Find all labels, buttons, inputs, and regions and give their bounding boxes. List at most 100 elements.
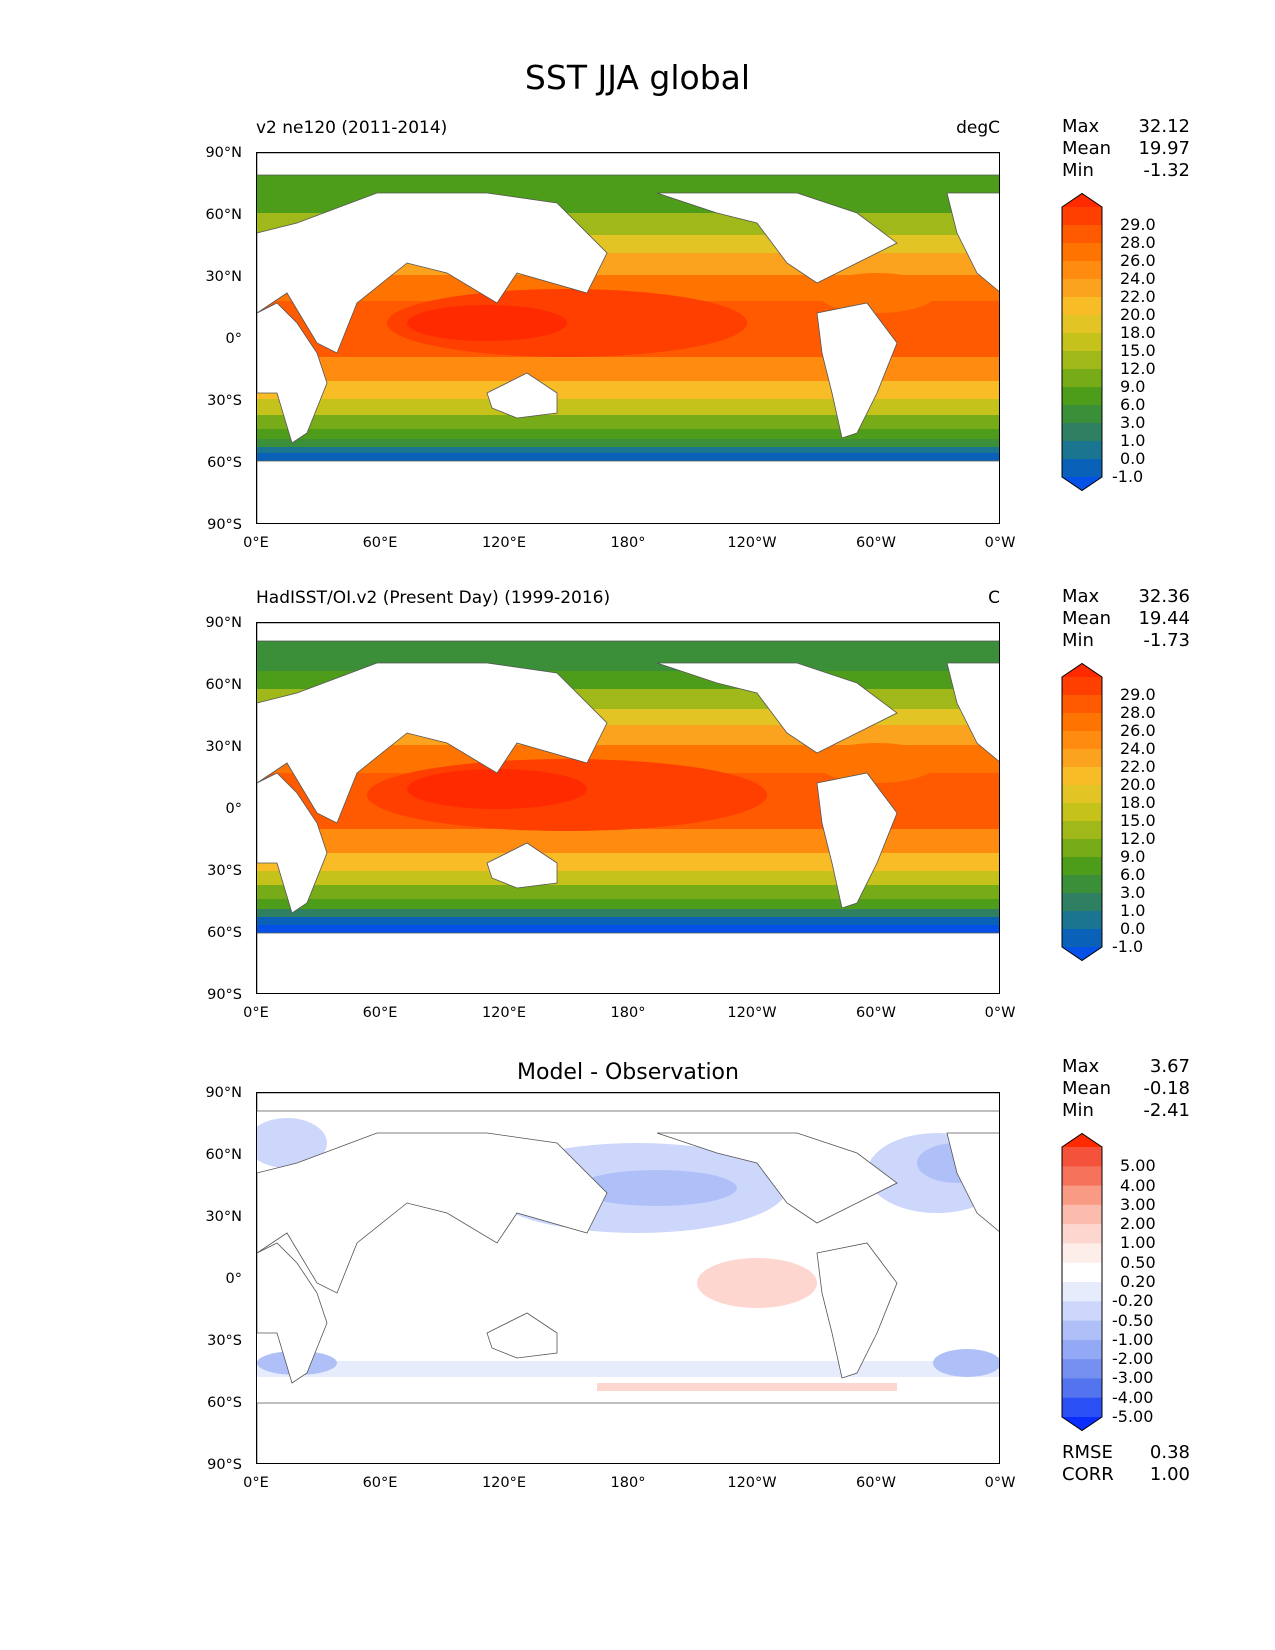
colorbar-swatch bbox=[1062, 1339, 1102, 1360]
colorbar-swatch bbox=[1062, 929, 1102, 948]
colorbar-swatch bbox=[1062, 893, 1102, 912]
stat-max: 32.36 bbox=[1138, 586, 1190, 607]
stat-label: Min bbox=[1062, 630, 1094, 651]
colorbar-tick-label: 24.0 bbox=[1120, 269, 1156, 288]
colorbar-tick-label: 0.50 bbox=[1120, 1252, 1156, 1272]
colorbar-tick-label: 9.0 bbox=[1120, 847, 1146, 866]
colorbar-outline bbox=[1061, 1133, 1103, 1431]
colorbar-tick-label: 29.0 bbox=[1120, 215, 1156, 234]
colorbar-tick-label: -1.0 bbox=[1112, 937, 1144, 956]
colorbar-tick-label: 15.0 bbox=[1120, 341, 1156, 360]
lon-tick-label: 180° bbox=[610, 1005, 646, 1021]
panel-title-center: Model - Observation bbox=[517, 1060, 739, 1085]
stat-label: Mean bbox=[1062, 608, 1112, 629]
colorbar-tick-label: 1.00 bbox=[1120, 1233, 1156, 1253]
figure-title: SST JJA global bbox=[524, 58, 751, 97]
colorbar-extend-top bbox=[1062, 1133, 1102, 1147]
colorbar-outline bbox=[1061, 193, 1103, 491]
sst-map bbox=[257, 153, 999, 523]
colorbar-tick-label: -4.00 bbox=[1112, 1387, 1154, 1407]
stat-label: Min bbox=[1062, 1100, 1094, 1121]
lat-tick-label: 60°N bbox=[205, 207, 242, 223]
colorbar-tick-label: 26.0 bbox=[1120, 251, 1156, 270]
colorbar-tick-label: 3.00 bbox=[1120, 1194, 1156, 1214]
stat-min: -2.41 bbox=[1143, 1100, 1190, 1121]
colorbar-swatch bbox=[1062, 821, 1102, 840]
colorbar-swatch bbox=[1062, 857, 1102, 876]
lat-tick-label: 90°S bbox=[207, 987, 242, 1003]
rmse-box: RMSE 0.38 CORR 1.00 bbox=[1062, 1442, 1190, 1486]
colorbar-swatch bbox=[1062, 1185, 1102, 1206]
colorbar-extend-bottom bbox=[1062, 947, 1102, 961]
panel-units: C bbox=[988, 588, 1000, 608]
colorbar-tick-label: 20.0 bbox=[1120, 305, 1156, 324]
stat-label: Mean bbox=[1062, 138, 1112, 159]
lat-tick-label: 0° bbox=[225, 331, 242, 347]
lon-tick-label: 120°E bbox=[481, 1475, 527, 1491]
stat-label: Max bbox=[1062, 586, 1100, 607]
colorbar-tick-label: 0.0 bbox=[1120, 449, 1146, 468]
lon-tick-label: 120°W bbox=[727, 1005, 777, 1021]
colorbar-swatch bbox=[1062, 243, 1102, 262]
colorbar-swatch bbox=[1062, 713, 1102, 732]
colorbar-swatch bbox=[1062, 1147, 1102, 1167]
colorbar-tick-label: -5.00 bbox=[1112, 1407, 1154, 1426]
colorbar-swatch bbox=[1062, 911, 1102, 930]
lon-tick-label: 120°E bbox=[481, 1005, 527, 1021]
stat-mean: -0.18 bbox=[1143, 1078, 1190, 1099]
colorbar-swatch bbox=[1062, 677, 1102, 696]
colorbar-tick-label: 6.0 bbox=[1120, 865, 1146, 884]
panel-observation: HadISST/OI.v2 (Present Day) (1999-2016) … bbox=[0, 470, 1275, 1021]
stat-mean: 19.97 bbox=[1138, 138, 1190, 159]
lat-tick-label: 30°N bbox=[205, 739, 242, 755]
lat-tick-label: 90°N bbox=[205, 145, 242, 161]
colorbar-tick-label: -3.00 bbox=[1112, 1368, 1154, 1388]
colorbar-swatch bbox=[1062, 1282, 1102, 1302]
colorbar-swatch bbox=[1062, 369, 1102, 388]
lat-tick-label: 90°N bbox=[205, 615, 242, 631]
stat-mean: 19.44 bbox=[1138, 608, 1190, 629]
lon-tick-label: 120°W bbox=[727, 1475, 777, 1491]
stat-min: -1.32 bbox=[1143, 160, 1190, 181]
diff-map bbox=[257, 1093, 999, 1463]
colorbar-tick-label: 5.00 bbox=[1120, 1156, 1156, 1176]
lat-tick-label: 90°S bbox=[207, 517, 242, 533]
stats-box: Max 3.67 Mean -0.18 Min -2.41 bbox=[1062, 1056, 1190, 1122]
colorbar-tick-label: -0.20 bbox=[1112, 1291, 1154, 1311]
lon-tick-label: 0°W bbox=[984, 1005, 1016, 1021]
colorbar-swatch bbox=[1062, 225, 1102, 244]
colorbar-swatch bbox=[1062, 279, 1102, 298]
lat-tick-label: 30°S bbox=[207, 393, 242, 409]
colorbar-tick-label: 1.0 bbox=[1120, 901, 1146, 920]
lon-tick-label: 60°E bbox=[362, 1005, 398, 1021]
map-plot-area bbox=[256, 152, 1000, 524]
lon-tick-label: 0°W bbox=[984, 535, 1016, 551]
land-mask bbox=[257, 153, 999, 523]
colorbar-swatch bbox=[1062, 1359, 1102, 1379]
colorbar-tick-label: 1.0 bbox=[1120, 431, 1146, 450]
colorbar-swatch bbox=[1062, 207, 1102, 226]
colorbar-swatch bbox=[1062, 1166, 1102, 1187]
stats-box: Max 32.36 Mean 19.44 Min -1.73 bbox=[1062, 586, 1190, 652]
lat-tick-label: 30°S bbox=[207, 863, 242, 879]
colorbar-swatch bbox=[1062, 839, 1102, 858]
stats-box: Max 32.12 Mean 19.97 Min -1.32 bbox=[1062, 116, 1190, 182]
colorbar-swatch bbox=[1062, 387, 1102, 406]
colorbar-swatch bbox=[1062, 423, 1102, 442]
lon-tick-label: 60°W bbox=[855, 1475, 897, 1491]
colorbar-tick-label: 18.0 bbox=[1120, 323, 1156, 342]
colorbar-tick-label: 20.0 bbox=[1120, 775, 1156, 794]
colorbar-tick-label: 6.0 bbox=[1120, 395, 1146, 414]
lon-tick-label: 0°E bbox=[243, 535, 269, 551]
lat-tick-label: 60°S bbox=[207, 455, 242, 471]
map-plot-area bbox=[256, 1092, 1000, 1464]
panel-difference: Model - Observation bbox=[0, 940, 1275, 1491]
stat-label: Max bbox=[1062, 116, 1100, 137]
lat-tick-label: 60°N bbox=[205, 1147, 242, 1163]
colorbar-swatch bbox=[1062, 749, 1102, 768]
colorbar-swatch bbox=[1062, 875, 1102, 894]
colorbar-tick-label: 3.0 bbox=[1120, 413, 1146, 432]
colorbar-tick-label: 22.0 bbox=[1120, 287, 1156, 306]
stat-max: 32.12 bbox=[1138, 116, 1190, 137]
colorbar-swatch bbox=[1062, 1320, 1102, 1341]
